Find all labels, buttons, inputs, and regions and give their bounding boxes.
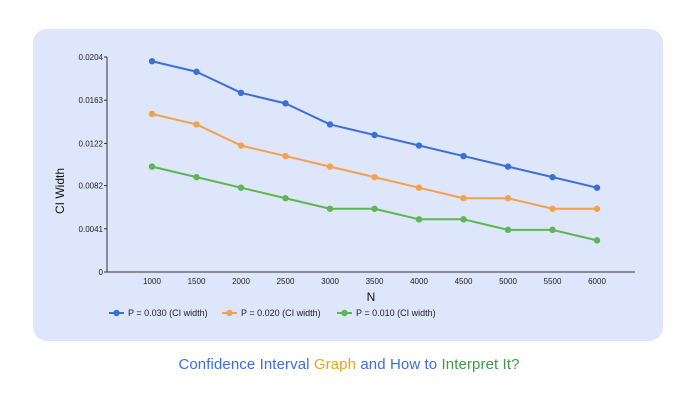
x-tick-label: 5500 (544, 277, 562, 286)
data-point (193, 68, 200, 75)
x-tick-label: 3500 (366, 277, 384, 286)
data-point (282, 195, 289, 202)
x-tick-label: 1000 (143, 277, 161, 286)
x-tick-label: 4000 (410, 277, 428, 286)
x-tick-label: 3000 (321, 277, 339, 286)
data-point (415, 216, 423, 223)
series-lines (148, 58, 601, 244)
legend-label: P = 0.030 (CI width) (128, 308, 208, 318)
legend-marker (341, 309, 348, 317)
x-tick-labels: 1000 1500 2000 2500 3000 3500 4000 4500 5000 5500… (143, 277, 606, 286)
data-point (326, 205, 334, 212)
data-point (549, 173, 556, 181)
y-tick-label: 0 (99, 268, 104, 277)
legend-label: P = 0.010 (CI width) (356, 308, 436, 318)
chart-panel: 0 0.0041 0.0082 0.0122 0.0163 0.0204 1000 1500… (33, 29, 663, 341)
data-point (593, 237, 601, 244)
data-point (415, 184, 423, 191)
data-point (282, 100, 289, 107)
data-point (193, 173, 200, 181)
x-tick-label: 1500 (188, 277, 206, 286)
y-tick-labels: 0 0.0041 0.0082 0.0122 0.0163 0.0204 (79, 53, 104, 277)
series-line-1 (151, 60, 598, 189)
data-point (371, 205, 378, 212)
y-axis-title: CI Width (53, 168, 67, 214)
data-point (326, 121, 334, 128)
data-point (371, 173, 378, 181)
caption-part-1: Confidence Interval (178, 356, 310, 373)
x-tick-label: 5000 (499, 277, 517, 286)
data-point (460, 216, 467, 223)
data-point (460, 195, 467, 202)
data-point (282, 152, 289, 160)
data-point (593, 205, 601, 212)
x-tick-label: 2500 (277, 277, 295, 286)
data-point (326, 163, 334, 170)
x-tick-label: 6000 (588, 277, 606, 286)
data-point (237, 184, 245, 191)
caption-part-4: Interpret It? (441, 356, 520, 373)
chart-caption: Confidence Interval Graph and How to Int… (0, 356, 698, 373)
y-tick-label: 0.0163 (79, 96, 104, 105)
data-point (148, 110, 156, 118)
data-point (237, 142, 245, 149)
y-tick-label: 0.0082 (79, 182, 104, 191)
data-point (193, 121, 200, 128)
caption-part-2: Graph (313, 356, 357, 373)
legend-marker (226, 309, 233, 317)
data-point (371, 131, 378, 139)
data-point (460, 152, 467, 160)
legend-label: P = 0.020 (CI width) (241, 308, 321, 318)
legend-marker (113, 309, 120, 317)
data-point (504, 195, 512, 202)
y-tick-label: 0.0122 (79, 139, 104, 148)
data-point (148, 163, 156, 170)
axes (104, 56, 635, 273)
series-line-2 (151, 112, 597, 210)
data-point (504, 163, 512, 170)
data-point (549, 226, 556, 234)
data-point (504, 226, 512, 234)
x-tick-label: 4500 (455, 277, 473, 286)
legend: P = 0.030 (CI width) P = 0.020 (CI width)… (109, 308, 436, 318)
data-point (549, 205, 556, 212)
y-tick-label: 0.0204 (79, 53, 104, 62)
caption-part-3: and How to (360, 356, 438, 373)
data-point (415, 142, 423, 149)
x-axis-title: N (367, 290, 376, 304)
data-point (148, 58, 156, 65)
data-point (593, 184, 601, 191)
line-chart: 0 0.0041 0.0082 0.0122 0.0163 0.0204 1000 1500… (53, 53, 635, 318)
data-point (237, 89, 245, 97)
x-tick-label: 2000 (232, 277, 250, 286)
y-tick-label: 0.0041 (79, 225, 104, 234)
